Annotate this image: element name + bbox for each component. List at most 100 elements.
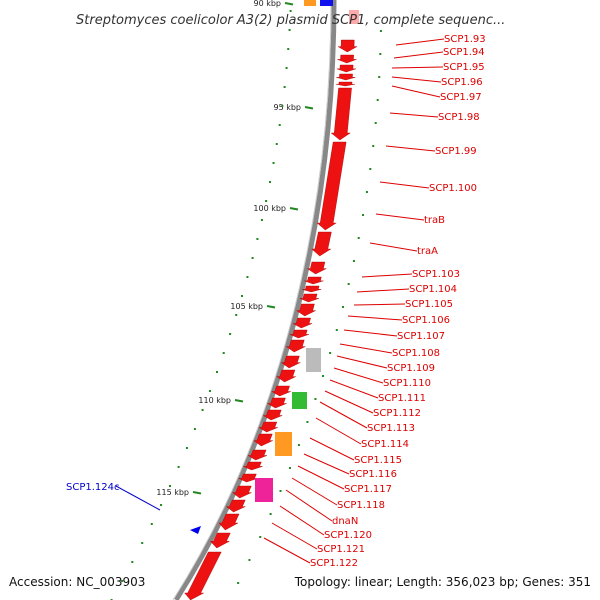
gene-label: SCP1.96	[441, 77, 483, 88]
minor-tick-outer	[335, 329, 338, 331]
scale-tick-major	[234, 399, 244, 403]
accession-text: Accession: NC_003903	[9, 575, 145, 589]
gene-label: SCP1.116	[349, 469, 397, 480]
label-leader-line	[393, 51, 444, 59]
minor-tick-outer	[379, 30, 382, 32]
gene-arrow	[330, 87, 352, 141]
cog-box-green	[292, 392, 307, 409]
scale-tick-label: 100 kbp	[253, 204, 286, 213]
label-leader-line	[343, 329, 398, 337]
gene-label: SCP1.115	[354, 455, 402, 466]
label-leader-line	[309, 437, 355, 461]
cog-box-orange	[275, 432, 292, 456]
gene-label: SCP1.105	[405, 299, 453, 310]
label-leader-line	[333, 367, 384, 384]
gene-arrow	[302, 285, 322, 293]
minor-tick-inner	[265, 200, 268, 202]
minor-tick-outer	[297, 444, 300, 446]
gene-arrow	[258, 421, 278, 433]
minor-tick-outer	[248, 559, 251, 561]
gene-arrow	[276, 369, 296, 383]
minor-tick-outer	[362, 214, 365, 216]
label-leader-line	[263, 537, 311, 564]
minor-tick-inner	[256, 238, 259, 240]
gene-label: SCP1.110	[383, 378, 431, 389]
gene-label: SCP1.103	[412, 269, 460, 280]
cog-box-pink-top	[349, 10, 359, 24]
minor-tick-inner	[260, 219, 263, 221]
gene-arrow	[218, 513, 240, 531]
gene-arrow	[337, 39, 358, 53]
backbone-arc	[173, 0, 337, 600]
label-leader-line	[315, 417, 362, 445]
minor-tick-inner	[168, 485, 171, 487]
scale-tick-label: 90 kbp	[253, 0, 281, 8]
label-leader-line	[389, 112, 439, 118]
minor-tick-inner	[268, 181, 271, 183]
scale-tick-major	[289, 207, 299, 211]
minor-tick-inner	[222, 352, 225, 354]
label-leader-line	[391, 76, 442, 83]
minor-tick-outer	[372, 145, 375, 147]
minor-tick-inner	[288, 29, 291, 31]
label-leader-line	[361, 273, 413, 278]
minor-tick-inner	[285, 67, 288, 69]
minor-tick-inner	[278, 124, 281, 126]
gene-label: SCP1.117	[344, 484, 392, 495]
scale-tick-label: 95 kbp	[273, 103, 301, 112]
minor-tick-inner	[177, 466, 180, 468]
minor-tick-inner	[289, 10, 292, 12]
minor-tick-outer	[376, 99, 379, 101]
label-leader-line	[347, 315, 403, 321]
minor-tick-inner	[272, 162, 275, 164]
label-leader-line	[319, 401, 368, 429]
scale-tick-label: 105 kbp	[230, 302, 263, 311]
minor-tick-outer	[279, 490, 282, 492]
minor-tick-outer	[365, 191, 368, 193]
gene-label: SCP1.97	[440, 92, 482, 103]
gene-label: SCP1.94	[443, 47, 485, 58]
label-leader-line	[391, 85, 441, 98]
label-leader-line	[339, 343, 393, 354]
scale-tick-label: 115 kbp	[156, 488, 189, 497]
label-leader-line	[324, 390, 374, 414]
minor-tick-outer	[347, 283, 350, 285]
gene-label: SCP1.114	[361, 439, 409, 450]
minor-tick-outer	[314, 398, 317, 400]
minor-tick-inner	[215, 371, 218, 373]
minor-tick-inner	[193, 428, 196, 430]
minor-tick-outer	[378, 76, 381, 78]
label-leader-line	[369, 242, 418, 252]
left-gene-label: SCP1.124c	[66, 482, 120, 493]
cog-box-gray	[306, 348, 321, 372]
minor-tick-inner	[141, 542, 144, 544]
gene-label: SCP1.106	[402, 315, 450, 326]
scale-tick-major	[192, 491, 202, 495]
label-leader-line	[391, 66, 444, 69]
minor-tick-outer	[306, 421, 309, 423]
minor-tick-outer	[369, 168, 372, 170]
gene-arrow	[311, 231, 332, 257]
label-leader-line	[271, 522, 318, 550]
minor-tick-outer	[269, 513, 272, 515]
minor-tick-inner	[150, 523, 153, 525]
label-leader-line	[303, 453, 350, 475]
label-leader-line	[375, 213, 425, 221]
gene-arrow	[336, 64, 356, 73]
gene-label: SCP1.95	[443, 62, 485, 73]
minor-tick-inner	[281, 105, 284, 107]
label-leader-line	[353, 303, 406, 306]
label-leader-line	[379, 181, 430, 189]
gene-label: traB	[424, 215, 445, 226]
left-label-leader	[115, 485, 161, 511]
gene-arrow	[337, 54, 357, 64]
gene-arrow	[335, 81, 355, 87]
minor-tick-inner	[121, 580, 124, 582]
gene-arrow	[316, 141, 347, 231]
scale-tick-label: 110 kbp	[198, 396, 231, 405]
gene-label: SCP1.120	[324, 530, 372, 541]
label-leader-lines	[263, 38, 445, 564]
gene-arrow	[262, 409, 283, 421]
gene-labels: SCP1.93 SCP1.94 SCP1.95 SCP1.96 SCP1.97 SCP1.…	[310, 34, 486, 569]
gene-label: SCP1.107	[397, 331, 445, 342]
